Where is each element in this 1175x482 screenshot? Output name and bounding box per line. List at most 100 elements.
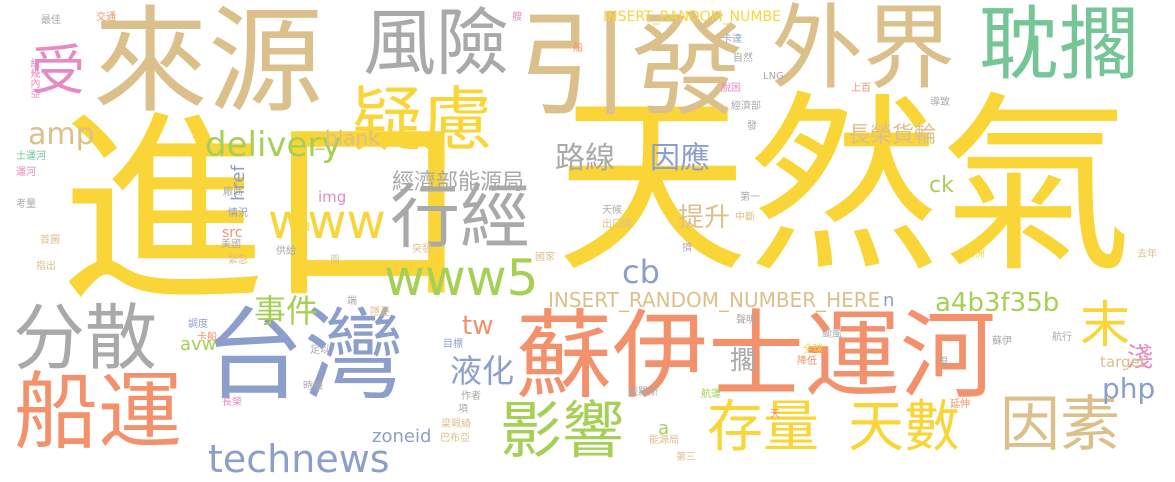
word: 經濟部 <box>731 101 761 112</box>
word: 降低 <box>797 356 817 367</box>
word: 因應 <box>650 141 710 176</box>
word: 經濟部能源局 <box>392 170 525 195</box>
word: 卡達 <box>722 34 742 45</box>
word: delivery <box>205 125 342 165</box>
word: 擠 <box>682 243 692 254</box>
word: 指出 <box>36 261 56 272</box>
word: 導致 <box>930 97 950 108</box>
word: a4b3f35b <box>935 288 1060 318</box>
word: 供給 <box>276 246 296 257</box>
word: 航運 <box>701 389 721 400</box>
word: 引發 <box>518 0 744 132</box>
word: www5 <box>384 249 539 307</box>
word: 末 <box>1080 296 1130 354</box>
word: 天候 <box>602 205 622 216</box>
word: 路線 <box>555 141 615 176</box>
word: 卡船 <box>197 332 217 343</box>
word: 全球 <box>803 344 823 355</box>
word: 航行 <box>1052 332 1072 343</box>
word: 交通 <box>96 12 116 23</box>
word: 端 <box>347 296 357 307</box>
word: 紐幾內亞 <box>28 58 39 98</box>
word: tw <box>462 311 494 341</box>
word: 影響 <box>500 394 625 467</box>
word: 國家 <box>535 252 555 263</box>
word: amp <box>28 117 95 152</box>
word: 來源 <box>93 0 324 129</box>
word: 第一 <box>740 192 760 203</box>
word: 出口國 <box>602 219 632 230</box>
word: 外界 <box>771 0 956 102</box>
word: 台灣 <box>204 297 404 414</box>
word: 時機 <box>303 381 323 392</box>
word: 船運 <box>14 363 183 461</box>
word: 聲明 <box>736 315 756 326</box>
word: 現 <box>938 357 948 368</box>
word: 情況 <box>228 208 248 219</box>
word: zoneid <box>372 426 432 447</box>
word: 兩 <box>330 255 340 266</box>
word: 擱 <box>730 346 757 376</box>
word: 梁珮綺 <box>441 419 471 430</box>
word: 廠商 <box>223 187 243 198</box>
word: 提升 <box>678 203 731 233</box>
word: 延伸 <box>950 399 970 410</box>
word: 受 <box>31 39 85 102</box>
word: technews <box>208 437 390 481</box>
word: 天 <box>770 409 780 420</box>
word: INSERT_RANDOM_NUMBER_HERE <box>548 288 881 312</box>
word: LNG <box>763 71 784 82</box>
word: 俄羅斯 <box>628 387 658 398</box>
word: 澳洲 <box>965 249 985 260</box>
word: 脫困 <box>721 83 741 94</box>
word: 因素 <box>1000 390 1120 460</box>
word: 調度 <box>188 319 208 330</box>
word: 緊急 <box>228 255 248 266</box>
word: _blank <box>315 126 380 150</box>
word: 項 <box>458 404 468 415</box>
word: 能源局 <box>649 435 679 446</box>
word: ck <box>929 173 954 198</box>
word: 士運河 <box>16 151 46 162</box>
word: img <box>318 188 347 206</box>
word: 去年 <box>1137 249 1157 260</box>
word: 上百 <box>851 83 871 94</box>
word: 進口 <box>60 93 470 331</box>
word: src <box>222 225 243 241</box>
word: php <box>1102 372 1156 405</box>
word: 艘 <box>512 12 522 23</box>
word: 蘇伊士運河 <box>516 300 996 412</box>
word: 中斷 <box>735 212 755 223</box>
word: 首圖 <box>40 235 60 246</box>
word: cb <box>622 253 660 291</box>
word: 蘇伊 <box>992 336 1012 347</box>
word: a <box>658 418 670 439</box>
word: target <box>1100 353 1146 371</box>
word: 事件 <box>254 292 319 330</box>
word: 存量 <box>707 395 819 460</box>
word: 颱風 <box>822 329 842 340</box>
word: 液化 <box>450 352 515 390</box>
word: 風險 <box>363 1 509 86</box>
word: 船 <box>573 43 583 54</box>
word: avw <box>180 334 217 355</box>
word: n <box>883 290 895 311</box>
word: 巴布亞 <box>440 433 470 444</box>
word: 作者 <box>461 391 481 402</box>
word: 分散 <box>13 296 158 380</box>
word: 淺 <box>1127 343 1154 373</box>
word: 足以 <box>310 345 330 356</box>
word: 天然氣 <box>556 76 1132 299</box>
word: 閱讀 <box>290 222 310 233</box>
word: 目標 <box>443 339 463 350</box>
word: 美國 <box>221 239 241 250</box>
word: INSERT_RANDOM_NUMBE <box>603 9 781 25</box>
word: 考量 <box>16 199 36 210</box>
word: www <box>268 194 386 250</box>
word: 行經 <box>390 176 530 258</box>
word: 天數 <box>848 395 960 460</box>
word: 疑慮 <box>352 79 492 161</box>
word: 自然 <box>733 53 753 64</box>
word: 突發 <box>412 244 432 255</box>
